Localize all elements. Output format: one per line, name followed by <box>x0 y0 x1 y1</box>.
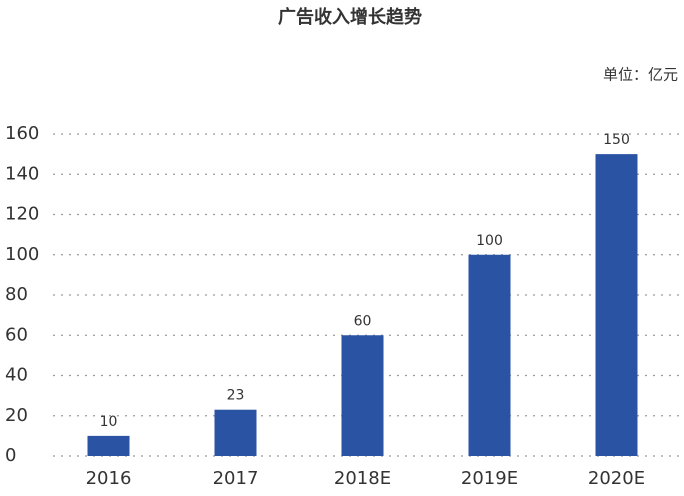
x-tick-label: 2016 <box>86 468 132 489</box>
bar <box>341 335 384 456</box>
bar <box>595 154 638 456</box>
y-tick-label: 140 <box>5 163 39 184</box>
y-tick-label: 100 <box>5 244 39 265</box>
y-tick-label: 160 <box>5 123 39 144</box>
data-label: 23 <box>227 388 245 404</box>
data-label: 10 <box>100 414 118 430</box>
bar <box>87 435 130 456</box>
bar <box>468 254 511 456</box>
x-tick-label: 2017 <box>213 468 259 489</box>
x-tick-label: 2019E <box>461 468 518 489</box>
chart-title: 广告收入增长趋势 <box>278 6 422 28</box>
y-tick-label: 40 <box>5 365 28 386</box>
data-label: 60 <box>354 313 372 329</box>
y-tick-label: 80 <box>5 284 28 305</box>
y-tick-label: 60 <box>5 324 28 345</box>
data-label: 100 <box>476 233 503 249</box>
y-tick-label: 20 <box>5 405 28 426</box>
y-tick-label: 0 <box>5 445 16 466</box>
data-label: 150 <box>603 132 630 148</box>
y-tick-label: 120 <box>5 204 39 225</box>
unit-label: 单位：亿元 <box>603 66 678 84</box>
x-tick-label: 2020E <box>588 468 645 489</box>
bar <box>214 409 257 456</box>
x-tick-label: 2018E <box>334 468 391 489</box>
